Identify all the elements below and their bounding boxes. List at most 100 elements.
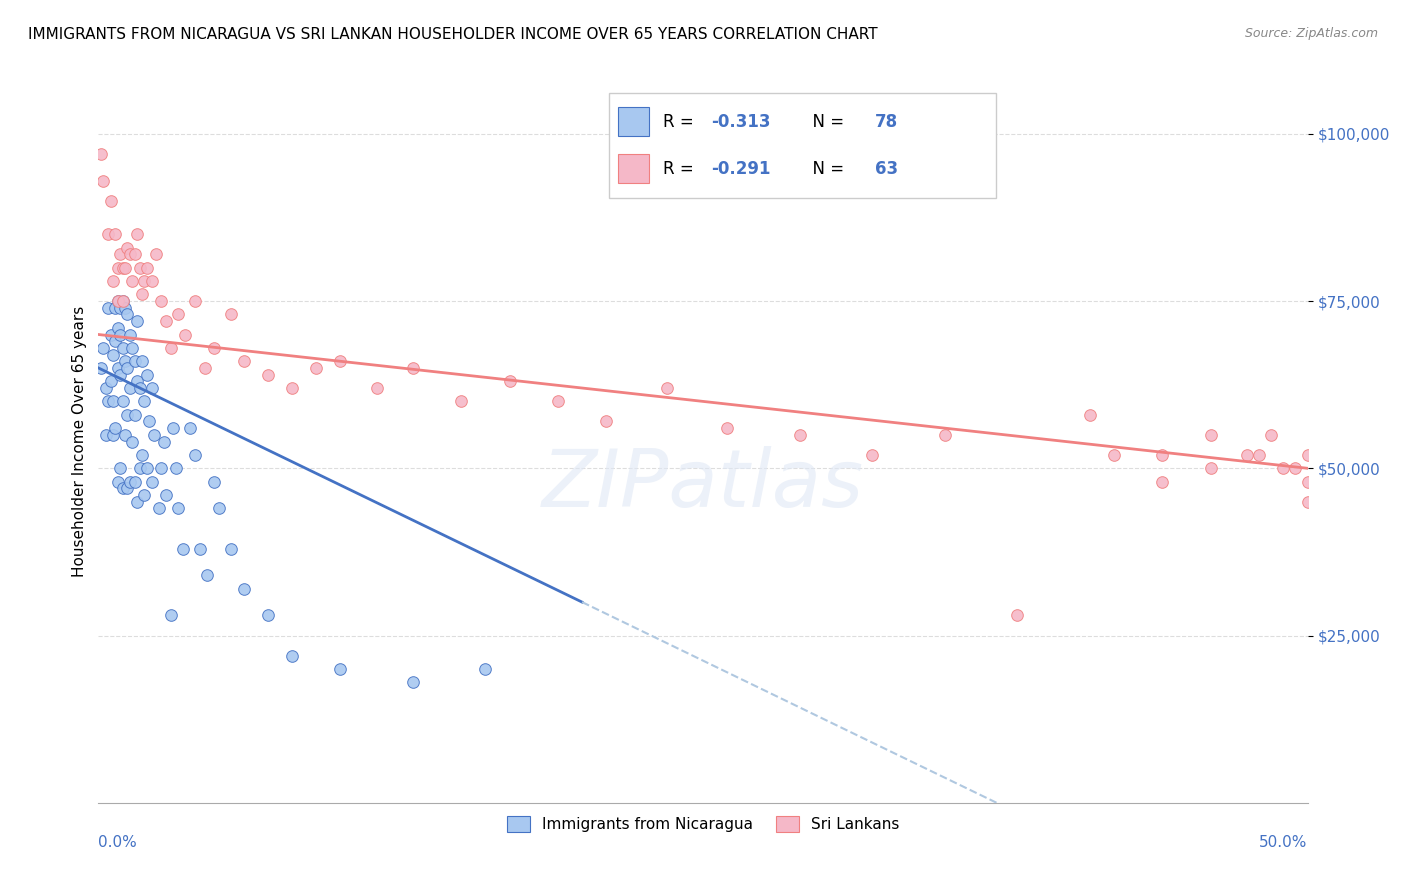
Point xyxy=(90,146,112,161)
Point xyxy=(108,247,131,261)
Point xyxy=(128,461,150,475)
Point xyxy=(101,348,124,362)
Point xyxy=(165,461,187,475)
Point xyxy=(305,361,328,376)
Point xyxy=(1078,408,1101,422)
Point xyxy=(716,421,738,435)
Text: 0.0%: 0.0% xyxy=(98,835,138,850)
Point xyxy=(188,541,211,556)
Point xyxy=(1284,461,1306,475)
Point xyxy=(104,301,127,315)
Point xyxy=(1007,608,1029,623)
Point xyxy=(135,260,157,275)
Point xyxy=(141,274,163,288)
Point xyxy=(104,227,127,241)
Point xyxy=(184,448,207,462)
Point xyxy=(150,293,173,308)
Text: N =: N = xyxy=(803,160,849,178)
Point xyxy=(474,662,496,676)
Point xyxy=(194,361,217,376)
Point xyxy=(184,293,207,308)
Point xyxy=(101,427,124,442)
FancyBboxPatch shape xyxy=(619,107,648,136)
Point xyxy=(860,448,883,462)
Point xyxy=(160,608,183,623)
Point xyxy=(104,334,127,348)
Point xyxy=(117,240,139,255)
Point xyxy=(90,361,112,376)
Point xyxy=(100,375,122,389)
Point xyxy=(111,341,134,355)
Text: 50.0%: 50.0% xyxy=(1260,835,1308,850)
Point xyxy=(124,408,146,422)
Legend: Immigrants from Nicaragua, Sri Lankans: Immigrants from Nicaragua, Sri Lankans xyxy=(501,810,905,838)
Point xyxy=(107,293,129,308)
Point xyxy=(655,381,678,395)
FancyBboxPatch shape xyxy=(609,93,995,198)
Point xyxy=(108,327,131,342)
Point xyxy=(450,394,472,409)
Point xyxy=(124,247,146,261)
Point xyxy=(131,354,153,368)
Point xyxy=(111,260,134,275)
Point xyxy=(121,434,143,449)
Point xyxy=(221,307,243,321)
Text: -0.313: -0.313 xyxy=(711,112,770,131)
Point xyxy=(167,307,190,321)
Point xyxy=(127,314,149,328)
Point xyxy=(1260,427,1282,442)
Point xyxy=(100,327,122,342)
Text: N =: N = xyxy=(803,112,849,131)
Point xyxy=(114,260,136,275)
Point xyxy=(1199,427,1222,442)
Point xyxy=(134,488,156,502)
Point xyxy=(118,475,141,489)
Point xyxy=(97,394,120,409)
Point xyxy=(167,501,190,516)
Point xyxy=(150,461,173,475)
Point xyxy=(121,274,143,288)
Text: IMMIGRANTS FROM NICARAGUA VS SRI LANKAN HOUSEHOLDER INCOME OVER 65 YEARS CORRELA: IMMIGRANTS FROM NICARAGUA VS SRI LANKAN … xyxy=(28,27,877,42)
Point xyxy=(101,394,124,409)
Point xyxy=(118,327,141,342)
Point xyxy=(179,421,201,435)
Text: R =: R = xyxy=(664,160,699,178)
Point xyxy=(402,361,425,376)
Point xyxy=(127,227,149,241)
Point xyxy=(108,461,131,475)
Point xyxy=(128,260,150,275)
Point xyxy=(1296,448,1319,462)
Point xyxy=(256,608,278,623)
Point xyxy=(107,475,129,489)
Point xyxy=(174,327,197,342)
Point xyxy=(94,381,117,395)
Point xyxy=(100,194,122,208)
Point xyxy=(97,301,120,315)
Point xyxy=(366,381,388,395)
Text: 78: 78 xyxy=(875,112,898,131)
Point xyxy=(155,488,177,502)
Point xyxy=(204,341,226,355)
Point xyxy=(131,287,153,301)
Point xyxy=(141,475,163,489)
Point xyxy=(143,427,166,442)
Text: Source: ZipAtlas.com: Source: ZipAtlas.com xyxy=(1244,27,1378,40)
Text: R =: R = xyxy=(664,112,699,131)
Point xyxy=(124,354,146,368)
Point xyxy=(195,568,218,582)
Point xyxy=(117,307,139,321)
Point xyxy=(1102,448,1125,462)
Text: -0.291: -0.291 xyxy=(711,160,770,178)
Point xyxy=(232,354,254,368)
Point xyxy=(1236,448,1258,462)
Point xyxy=(111,293,134,308)
Point xyxy=(1152,448,1174,462)
Point xyxy=(134,274,156,288)
Point xyxy=(94,427,117,442)
Point xyxy=(155,314,177,328)
Point xyxy=(107,361,129,376)
Point xyxy=(114,301,136,315)
Point xyxy=(281,381,304,395)
Y-axis label: Householder Income Over 65 years: Householder Income Over 65 years xyxy=(72,306,87,577)
Point xyxy=(547,394,569,409)
